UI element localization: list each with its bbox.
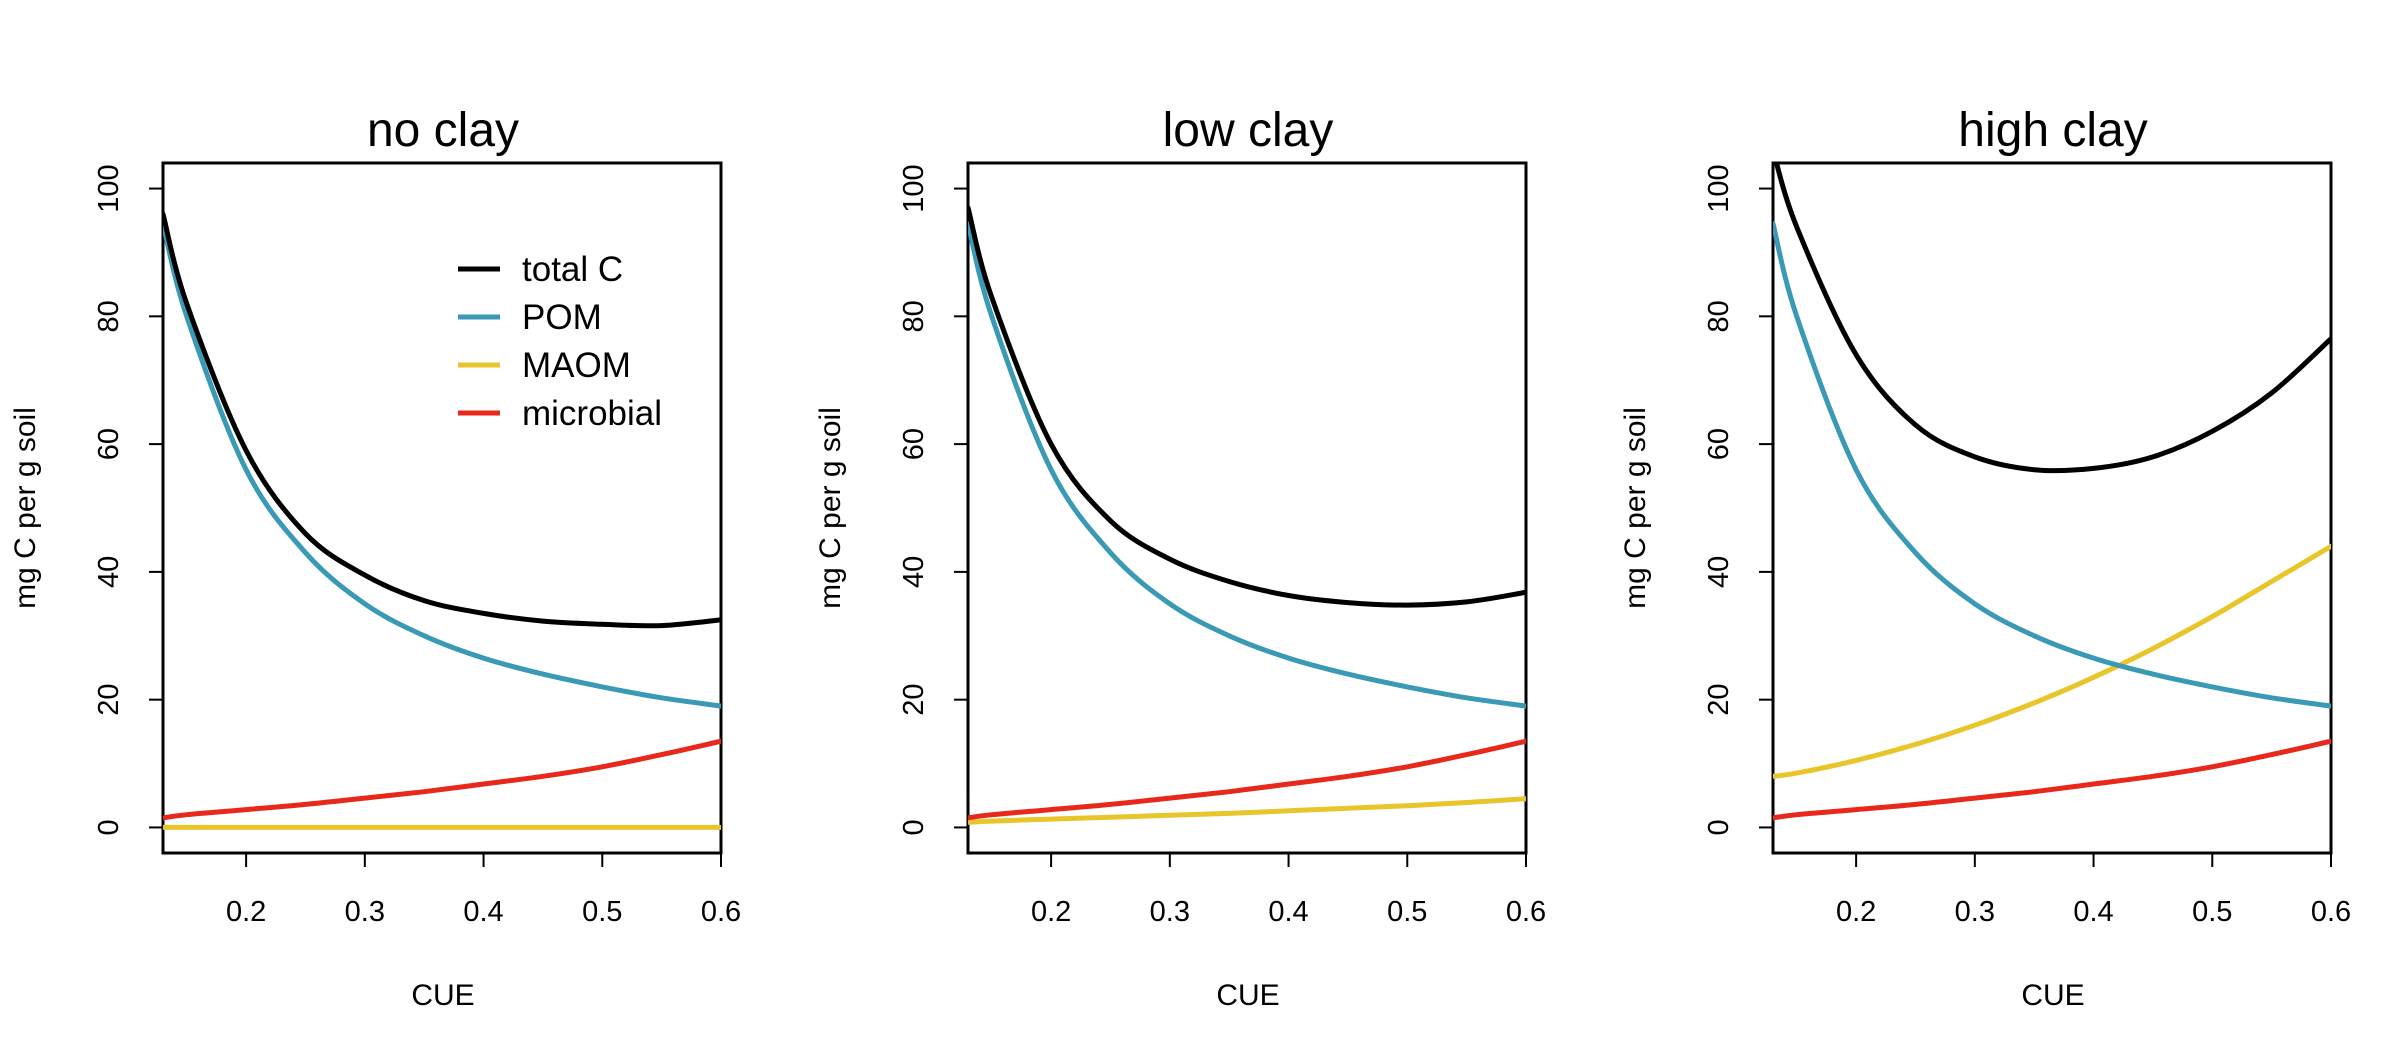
y-tick-label: 60	[898, 428, 930, 460]
series-line-maom	[968, 796, 1526, 825]
legend-item: MAOM	[458, 346, 631, 385]
series-lines	[1773, 163, 2331, 821]
x-tick-label: 0.3	[345, 896, 385, 928]
series-line-pom	[163, 221, 721, 709]
x-tick-label: 0.3	[1150, 896, 1190, 928]
series-line-microbial	[1773, 738, 2331, 821]
series-lines	[163, 211, 721, 830]
y-axis: 0 20 40 60 80 100	[898, 164, 969, 836]
y-tick-label: 100	[898, 164, 930, 212]
legend-item: total C	[458, 250, 623, 289]
legend-label-maom: MAOM	[522, 346, 631, 385]
series-lines	[968, 205, 1526, 825]
x-axis: 0.2 0.3 0.4 0.5 0.6	[226, 852, 741, 928]
y-tick-label: 80	[93, 300, 125, 332]
x-tick-label: 0.5	[1387, 896, 1427, 928]
y-tick-label: 100	[93, 164, 125, 212]
y-tick-label: 60	[93, 428, 125, 460]
series-line-total-c	[163, 211, 721, 629]
x-tick-label: 0.6	[2311, 896, 2351, 928]
panel-title: high clay	[1958, 104, 2147, 157]
legend: total C POM MAOM microbial	[458, 250, 662, 433]
x-tick-label: 0.4	[1268, 896, 1308, 928]
plot-frame	[966, 161, 1528, 855]
legend-label-total-c: total C	[522, 250, 623, 289]
series-line-pom	[968, 221, 1526, 709]
y-axis-label: mg C per g soil	[1619, 407, 1652, 609]
series-line-maom	[1773, 543, 2331, 779]
y-axis: 0 20 40 60 80 100	[93, 164, 164, 836]
y-axis: 0 20 40 60 80 100	[1703, 164, 1774, 836]
panel-high-clay: high clay CUE mg C per g soil 0.2 0.3 0.4 0…	[1619, 104, 2351, 1012]
x-tick-label: 0.2	[1836, 896, 1876, 928]
legend-label-pom: POM	[522, 298, 602, 337]
x-axis-label: CUE	[2021, 979, 2084, 1012]
series-line-microbial	[163, 738, 721, 821]
x-tick-label: 0.6	[701, 896, 741, 928]
legend-label-microbial: microbial	[522, 394, 662, 433]
panel-low-clay: low clay CUE mg C per g soil 0.2 0.3 0.4 0.…	[814, 104, 1546, 1012]
x-tick-label: 0.6	[1506, 896, 1546, 928]
series-line-microbial	[968, 738, 1526, 821]
panel-no-clay: no clay CUE mg C per g soil 0.2 0.3 0.4 0.5…	[9, 104, 741, 1012]
series-line-total-c	[968, 205, 1526, 608]
x-tick-label: 0.4	[463, 896, 503, 928]
y-axis-label: mg C per g soil	[814, 407, 847, 609]
legend-item: POM	[458, 298, 602, 337]
x-axis-label: CUE	[1216, 979, 1279, 1012]
panel-title: low clay	[1163, 104, 1334, 157]
y-tick-label: 0	[93, 819, 125, 835]
series-line-total-c	[1773, 163, 2331, 474]
x-tick-label: 0.4	[2073, 896, 2113, 928]
y-tick-label: 40	[898, 556, 930, 588]
x-axis-label: CUE	[411, 979, 474, 1012]
plot-frame	[161, 161, 723, 855]
panel-title: no clay	[367, 104, 519, 157]
y-tick-label: 60	[1703, 428, 1735, 460]
x-tick-label: 0.5	[2192, 896, 2232, 928]
plot-frame	[1771, 161, 2333, 855]
y-tick-label: 0	[1703, 819, 1735, 835]
y-axis-label: mg C per g soil	[9, 407, 42, 609]
x-axis: 0.2 0.3 0.4 0.5 0.6	[1031, 852, 1546, 928]
x-tick-label: 0.3	[1955, 896, 1995, 928]
x-tick-label: 0.2	[226, 896, 266, 928]
x-axis: 0.2 0.3 0.4 0.5 0.6	[1836, 852, 2351, 928]
y-tick-label: 80	[898, 300, 930, 332]
y-tick-label: 20	[1703, 684, 1735, 716]
y-tick-label: 80	[1703, 300, 1735, 332]
y-tick-label: 40	[93, 556, 125, 588]
y-tick-label: 20	[898, 684, 930, 716]
x-tick-label: 0.2	[1031, 896, 1071, 928]
legend-item: microbial	[458, 394, 662, 433]
series-line-pom	[1773, 221, 2331, 709]
y-tick-label: 40	[1703, 556, 1735, 588]
y-tick-label: 0	[898, 819, 930, 835]
y-tick-label: 20	[93, 684, 125, 716]
y-tick-label: 100	[1703, 164, 1735, 212]
x-tick-label: 0.5	[582, 896, 622, 928]
